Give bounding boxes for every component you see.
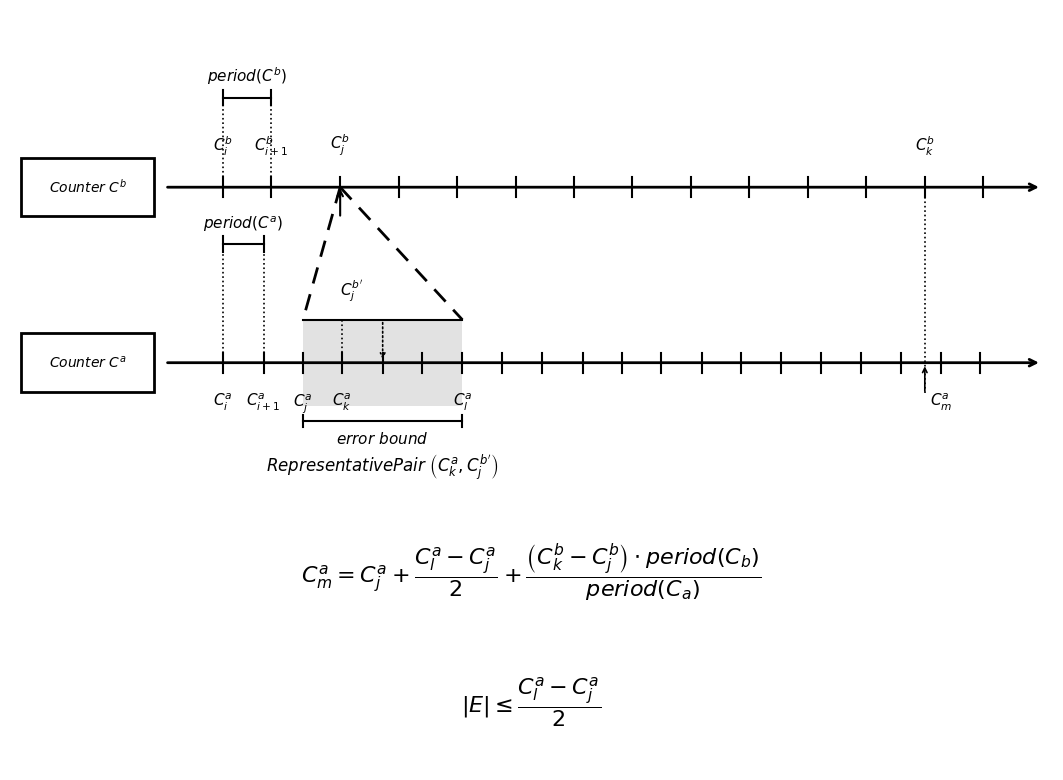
Text: $period(C^b)$: $period(C^b)$ (207, 65, 287, 87)
Text: $C_j^b$: $C_j^b$ (331, 133, 350, 158)
Text: $C_k^b$: $C_k^b$ (915, 134, 934, 158)
Text: $C_l^a$: $C_l^a$ (453, 392, 472, 413)
Text: $C_j^a$: $C_j^a$ (293, 392, 313, 415)
Text: $RepresentativePair\ \left(C_k^a, C_j^{b'}\right)$: $RepresentativePair\ \left(C_k^a, C_j^{b… (267, 452, 499, 482)
Text: $error\ bound$: $error\ bound$ (336, 431, 429, 448)
Text: $C_i^b$: $C_i^b$ (214, 134, 233, 158)
Bar (21, 158, 154, 216)
Text: $C_{i+1}^a$: $C_{i+1}^a$ (247, 392, 281, 413)
Text: $C_i^a$: $C_i^a$ (214, 392, 233, 413)
Bar (21, 334, 154, 392)
Text: $C_m^a$: $C_m^a$ (930, 392, 951, 413)
Text: $|E| \leq \dfrac{C_l^a - C_j^a}{2}$: $|E| \leq \dfrac{C_l^a - C_j^a}{2}$ (461, 675, 602, 729)
Text: $C_{i+1}^b$: $C_{i+1}^b$ (254, 134, 288, 158)
Bar (303, 320, 462, 406)
Text: $Counter\ C^a$: $Counter\ C^a$ (49, 355, 126, 370)
Text: $period(C^a)$: $period(C^a)$ (203, 214, 284, 234)
Text: $C_j^{b'}$: $C_j^{b'}$ (340, 278, 364, 304)
Text: $Counter\ C^b$: $Counter\ C^b$ (49, 179, 126, 196)
Text: $C_m^a = C_j^a + \dfrac{C_l^a - C_j^a}{2} + \dfrac{\left(C_k^b - C_j^b\right) \c: $C_m^a = C_j^a + \dfrac{C_l^a - C_j^a}{2… (301, 543, 762, 604)
Text: $C_k^a$: $C_k^a$ (333, 392, 352, 413)
